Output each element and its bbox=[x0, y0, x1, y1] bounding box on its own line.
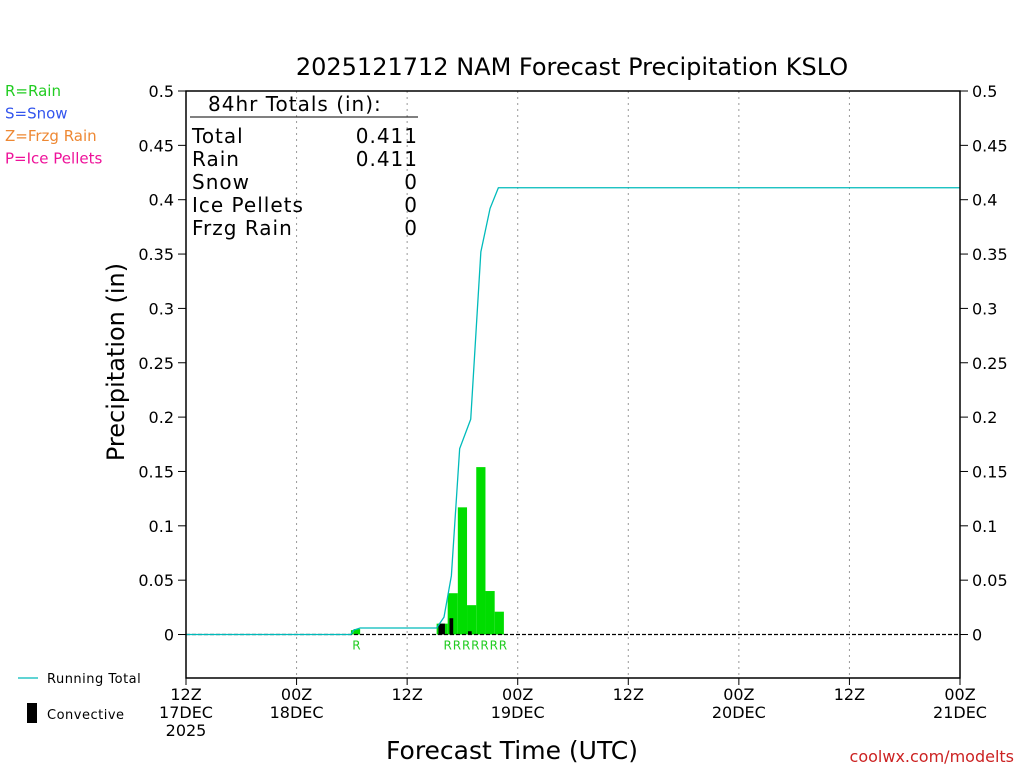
totals-row-value: 0.411 bbox=[356, 147, 418, 171]
precip-type-marker: R bbox=[453, 639, 461, 653]
x-tick-label: 2025 bbox=[166, 721, 207, 740]
precip-type-marker: R bbox=[471, 639, 479, 653]
x-tick-label: 12Z bbox=[613, 685, 644, 704]
precip-type-marker: R bbox=[352, 639, 360, 653]
x-tick-label: 21DEC bbox=[933, 703, 987, 722]
totals-row-value: 0 bbox=[404, 193, 418, 217]
y-tick-label-right: 0.15 bbox=[972, 462, 1008, 481]
y-tick-label-left: 0.1 bbox=[149, 517, 174, 536]
running-total-line bbox=[186, 187, 960, 636]
precip-type-marker: R bbox=[462, 639, 470, 653]
convective-bar bbox=[467, 631, 472, 635]
y-tick-label-left: 0 bbox=[164, 626, 174, 645]
credit-text: coolwx.com/modelts bbox=[850, 747, 1014, 766]
rain-bar bbox=[494, 611, 504, 635]
series-legend-label: Convective bbox=[47, 708, 125, 723]
plot-frame bbox=[185, 90, 961, 679]
y-tick-label-left: 0.35 bbox=[138, 245, 174, 264]
x-tick-label: 00Z bbox=[723, 685, 754, 704]
x-axis-label: Forecast Time (UTC) bbox=[386, 736, 638, 765]
type-legend-entry: P=Ice Pellets bbox=[5, 150, 102, 168]
totals-row-label: Total bbox=[191, 124, 244, 148]
y-tick-label-left: 0.5 bbox=[149, 82, 174, 101]
rain-bar bbox=[485, 591, 495, 635]
x-tick-label: 20DEC bbox=[712, 703, 766, 722]
y-tick-label-right: 0.45 bbox=[972, 136, 1008, 155]
y-tick-label-right: 0.3 bbox=[972, 299, 997, 318]
precip-type-marker: R bbox=[499, 639, 507, 653]
x-tick-label: 00Z bbox=[281, 685, 312, 704]
y-tick-label-right: 0.35 bbox=[972, 245, 1008, 264]
totals-row-value: 0 bbox=[404, 216, 418, 240]
totals-row-label: Frzg Rain bbox=[192, 216, 293, 240]
y-tick-label-right: 0.2 bbox=[972, 408, 997, 427]
totals-row-label: Snow bbox=[192, 170, 250, 194]
convective-legend-swatch bbox=[27, 703, 37, 723]
totals-heading: 84hr Totals (in): bbox=[208, 92, 382, 116]
y-tick-label-left: 0.15 bbox=[138, 462, 174, 481]
y-tick-label-right: 0.4 bbox=[972, 191, 997, 210]
rain-bar bbox=[457, 507, 468, 635]
x-tick-label: 12Z bbox=[834, 685, 865, 704]
type-legend-entry: R=Rain bbox=[5, 82, 61, 100]
x-tick-label: 18DEC bbox=[270, 703, 324, 722]
totals-row-value: 0 bbox=[404, 170, 418, 194]
x-tick-label: 00Z bbox=[944, 685, 975, 704]
y-tick-label-right: 0.1 bbox=[972, 517, 997, 536]
convective-bar bbox=[438, 623, 445, 635]
type-legend-entry: S=Snow bbox=[5, 105, 68, 123]
y-axis-label: Precipitation (in) bbox=[102, 263, 130, 461]
x-tick-label: 12Z bbox=[170, 685, 201, 704]
y-tick-label-right: 0.25 bbox=[972, 354, 1008, 373]
type-legend-entry: Z=Frzg Rain bbox=[5, 127, 97, 145]
y-tick-label-left: 0.45 bbox=[138, 136, 174, 155]
series-legend-label: Running Total bbox=[47, 672, 141, 687]
y-tick-label-left: 0.05 bbox=[138, 571, 174, 590]
rain-bar bbox=[467, 605, 477, 635]
precip-type-marker: R bbox=[490, 639, 498, 653]
rain-bar bbox=[476, 467, 486, 635]
y-tick-label-left: 0.25 bbox=[138, 354, 174, 373]
precip-type-marker: R bbox=[480, 639, 488, 653]
convective-bar bbox=[449, 618, 454, 635]
y-tick-label-right: 0 bbox=[972, 626, 982, 645]
rain-bar bbox=[447, 593, 458, 635]
totals-row-label: Rain bbox=[192, 147, 240, 171]
x-tick-label: 12Z bbox=[391, 685, 422, 704]
y-tick-label-right: 0.05 bbox=[972, 571, 1008, 590]
y-tick-label-left: 0.4 bbox=[149, 191, 174, 210]
precip-type-marker: R bbox=[444, 639, 452, 653]
chart-title: 2025121712 NAM Forecast Precipitation KS… bbox=[296, 53, 848, 81]
x-tick-label: 00Z bbox=[502, 685, 533, 704]
totals-row-label: Ice Pellets bbox=[192, 193, 304, 217]
totals-row-value: 0.411 bbox=[356, 124, 418, 148]
x-tick-label: 19DEC bbox=[491, 703, 545, 722]
x-tick-label: 17DEC bbox=[159, 703, 213, 722]
y-tick-label-right: 0.5 bbox=[972, 82, 997, 101]
y-tick-label-left: 0.2 bbox=[149, 408, 174, 427]
rain-bar bbox=[353, 629, 361, 635]
y-tick-label-left: 0.3 bbox=[149, 299, 174, 318]
